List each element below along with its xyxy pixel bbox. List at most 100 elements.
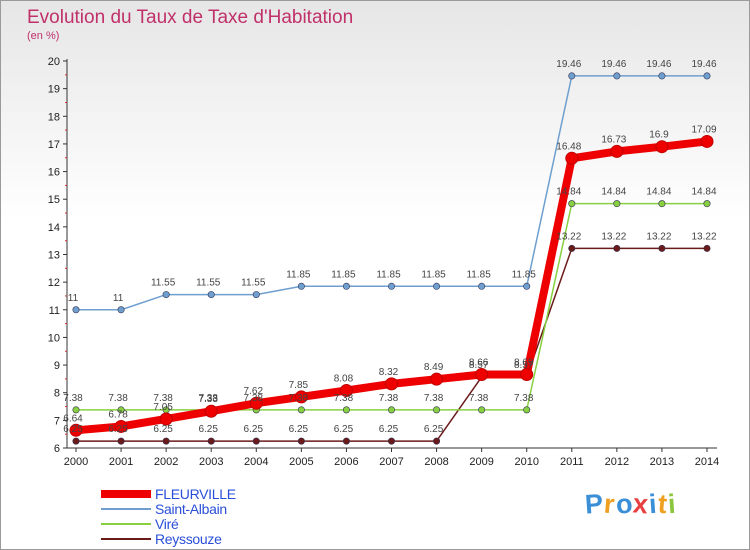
data-point[interactable] <box>117 306 125 314</box>
data-point[interactable] <box>568 200 576 208</box>
data-point[interactable] <box>117 437 125 445</box>
data-point[interactable] <box>114 419 128 433</box>
data-point[interactable] <box>342 406 350 414</box>
data-point[interactable] <box>387 282 395 290</box>
x-tick-label: 2004 <box>244 456 268 468</box>
data-label: 14.84 <box>691 187 716 198</box>
data-point[interactable] <box>478 282 486 290</box>
data-point[interactable] <box>703 200 711 208</box>
data-point[interactable] <box>610 144 624 158</box>
data-point[interactable] <box>478 406 486 414</box>
series-saint-albain <box>72 72 711 314</box>
data-point[interactable] <box>385 377 398 391</box>
legend-item: FLEURVILLE <box>101 486 236 502</box>
y-tick-label: 19 <box>48 84 60 96</box>
data-label: 6.25 <box>424 424 444 435</box>
data-point[interactable] <box>703 72 711 80</box>
data-point[interactable] <box>475 367 489 381</box>
data-point[interactable] <box>252 291 260 299</box>
data-label: 14.84 <box>601 187 626 198</box>
axes: 6 7 8 9 10 11 12 13 14 15 16 17 18 19 20 2000 2001 2002 20… <box>48 56 719 468</box>
data-label: 7.33 <box>198 394 218 405</box>
data-point[interactable] <box>613 200 621 208</box>
data-point[interactable] <box>162 437 170 445</box>
data-point[interactable] <box>342 437 350 445</box>
data-point[interactable] <box>69 423 83 437</box>
y-tick-label: 14 <box>48 222 60 234</box>
data-label: 11.85 <box>376 269 401 280</box>
data-point[interactable] <box>703 244 711 252</box>
data-point[interactable] <box>433 406 441 414</box>
legend-label: Viré <box>155 515 179 532</box>
data-label: 11.85 <box>512 269 537 280</box>
data-point[interactable] <box>159 412 173 426</box>
data-point[interactable] <box>433 282 441 290</box>
data-label: 11.55 <box>151 278 176 289</box>
x-tick-label: 2002 <box>154 456 178 468</box>
data-point[interactable] <box>568 244 576 252</box>
series-reyssouze <box>72 244 711 445</box>
proxiti-logo: Proxiti <box>583 488 677 520</box>
data-label: 8.57 <box>469 360 489 371</box>
data-point[interactable] <box>565 151 579 165</box>
data-point[interactable] <box>297 437 305 445</box>
data-point[interactable] <box>72 437 80 445</box>
data-point[interactable] <box>700 134 714 148</box>
x-tick-label: 2009 <box>469 456 493 468</box>
data-point[interactable] <box>297 282 305 290</box>
data-label: 7.38 <box>334 393 354 404</box>
data-point[interactable] <box>339 384 353 398</box>
data-label: 8.32 <box>379 367 399 378</box>
data-point[interactable] <box>613 72 621 80</box>
x-tick-label: 2003 <box>199 456 223 468</box>
data-point[interactable] <box>433 437 441 445</box>
data-point[interactable] <box>294 390 308 404</box>
x-tick-label: 2000 <box>64 456 88 468</box>
data-label: 11.55 <box>241 278 266 289</box>
data-point[interactable] <box>207 437 215 445</box>
y-tick-label: 6 <box>54 443 60 455</box>
data-point[interactable] <box>658 200 666 208</box>
data-point[interactable] <box>387 437 395 445</box>
data-point[interactable] <box>342 282 350 290</box>
x-tick-label: 2011 <box>560 456 584 468</box>
y-tick-label: 17 <box>48 139 60 151</box>
data-point[interactable] <box>72 306 80 314</box>
data-point[interactable] <box>249 396 263 410</box>
legend-label: Saint-Albain <box>155 500 227 517</box>
data-label: 7.38 <box>469 393 489 404</box>
series-vir- <box>72 200 711 414</box>
y-axis-unit: (en %) <box>27 30 60 42</box>
x-tick-label: 2014 <box>695 456 719 468</box>
data-label: 19.46 <box>691 59 716 70</box>
logo-letter: P <box>583 488 606 520</box>
data-point[interactable] <box>297 406 305 414</box>
data-point[interactable] <box>523 406 531 414</box>
data-point[interactable] <box>520 367 534 381</box>
data-point[interactable] <box>430 372 444 386</box>
data-label: 7.38 <box>153 393 173 404</box>
data-label: 8.08 <box>334 374 354 385</box>
y-tick-label: 16 <box>48 167 60 179</box>
y-tick-label: 7 <box>54 415 60 427</box>
data-label: 11.85 <box>466 269 491 280</box>
data-point[interactable] <box>207 291 215 299</box>
x-tick-label: 2012 <box>605 456 629 468</box>
data-point[interactable] <box>568 72 576 80</box>
legend-swatch <box>101 522 151 525</box>
data-point[interactable] <box>658 244 666 252</box>
data-point[interactable] <box>658 72 666 80</box>
data-point[interactable] <box>204 404 218 418</box>
data-point[interactable] <box>655 140 669 154</box>
data-point[interactable] <box>613 244 621 252</box>
data-point[interactable] <box>523 282 531 290</box>
data-point[interactable] <box>72 406 80 414</box>
data-point[interactable] <box>162 291 170 299</box>
data-label: 8.49 <box>424 362 444 373</box>
data-point[interactable] <box>117 406 125 414</box>
data-label: 7.85 <box>289 380 309 391</box>
data-label: 11.85 <box>421 269 446 280</box>
data-point[interactable] <box>252 437 260 445</box>
legend-label: Reyssouze <box>155 530 222 547</box>
data-point[interactable] <box>387 406 395 414</box>
